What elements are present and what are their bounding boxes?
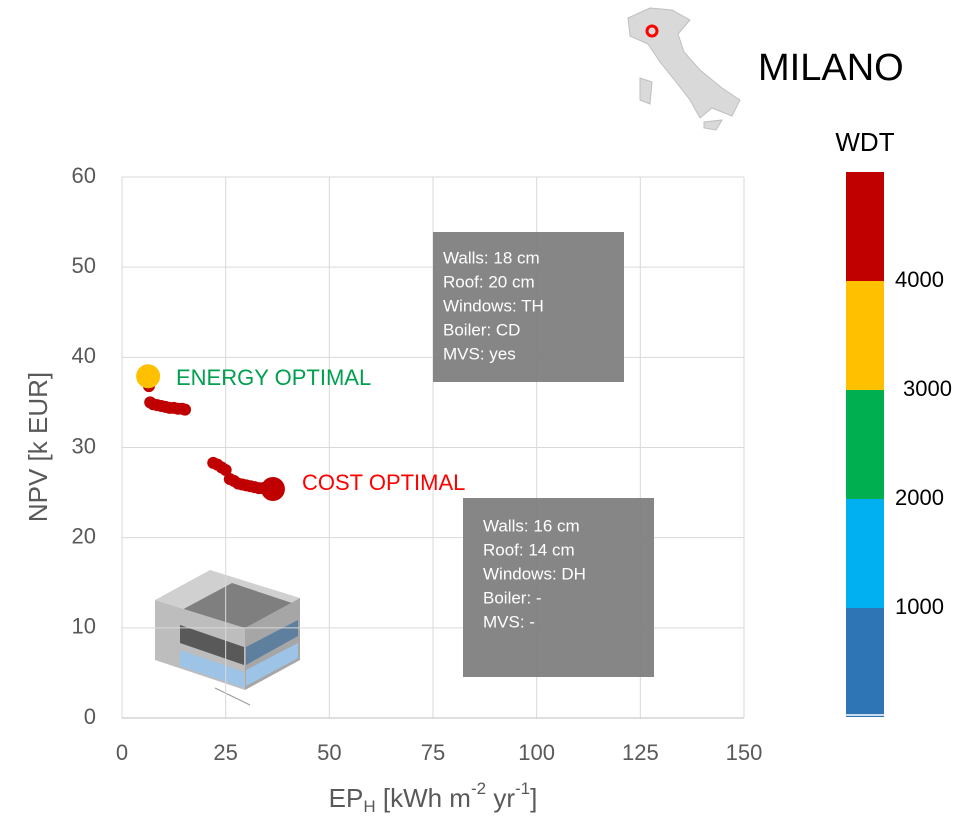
x-tick-label: 75 <box>421 740 445 765</box>
x-axis-label-part: -2 <box>471 779 486 798</box>
colorbar-segment <box>846 608 884 717</box>
info-box-line: MVS: yes <box>443 344 516 363</box>
info-box <box>463 498 654 677</box>
y-tick-label: 50 <box>72 253 96 278</box>
info-box-line: Windows: TH <box>443 296 544 315</box>
point <box>136 364 161 389</box>
info-box-line: Roof: 14 cm <box>483 540 575 559</box>
colorbar-title: WDT <box>835 127 894 157</box>
colorbar-tick-label: 2000 <box>895 485 944 510</box>
point <box>260 476 285 501</box>
colorbar-tick-label: 4000 <box>895 267 944 292</box>
y-tick-label: 40 <box>72 343 96 368</box>
x-axis-label-part: H <box>363 797 375 816</box>
info-box <box>433 232 624 382</box>
annotation: COST OPTIMAL <box>302 470 465 495</box>
x-tick-label: 50 <box>317 740 341 765</box>
info-box-line: Roof: 20 cm <box>443 272 535 291</box>
colorbar-tick-label: 3000 <box>903 376 952 401</box>
x-tick-label: 100 <box>518 740 555 765</box>
info-box-line: Windows: DH <box>483 564 586 583</box>
x-tick-label: 25 <box>213 740 237 765</box>
point <box>219 464 232 477</box>
colorbar-tick-label: 1000 <box>895 594 944 619</box>
y-tick-label: 0 <box>84 704 96 729</box>
info-box-line: Boiler: - <box>483 588 542 607</box>
x-tick-label: 150 <box>726 740 763 765</box>
italy-map <box>627 7 741 131</box>
info-box-line: Walls: 16 cm <box>483 516 580 535</box>
x-axis-label-part: ] <box>530 783 537 813</box>
colorbar-segment <box>846 390 884 499</box>
x-tick-label: 125 <box>622 740 659 765</box>
info-box-line: MVS: - <box>483 612 535 631</box>
building-icon <box>155 570 300 706</box>
city-label: MILANO <box>758 47 904 89</box>
x-axis-label-part: [kWh m <box>376 783 471 813</box>
info-box-line: Boiler: CD <box>443 320 520 339</box>
colorbar-segment <box>846 172 884 281</box>
x-axis-label: EPH​ [kWh m-2​ yr-1​] <box>329 779 538 816</box>
y-tick-label: 30 <box>72 433 96 458</box>
x-tick-label: 0 <box>116 740 128 765</box>
x-axis-label-part: yr <box>486 783 515 813</box>
info-box-line: Walls: 18 cm <box>443 248 540 267</box>
y-tick-label: 60 <box>72 163 96 188</box>
colorbar-segment <box>846 499 884 608</box>
x-axis-label-part: EP <box>329 783 364 813</box>
annotation: ENERGY OPTIMAL <box>176 365 371 390</box>
point <box>179 403 192 416</box>
y-axis-label: NPV [k EUR] <box>23 372 53 522</box>
y-tick-label: 20 <box>72 523 96 548</box>
x-axis-label-part: -1 <box>515 779 530 798</box>
colorbar-segment <box>846 281 884 390</box>
y-tick-label: 10 <box>72 614 96 639</box>
